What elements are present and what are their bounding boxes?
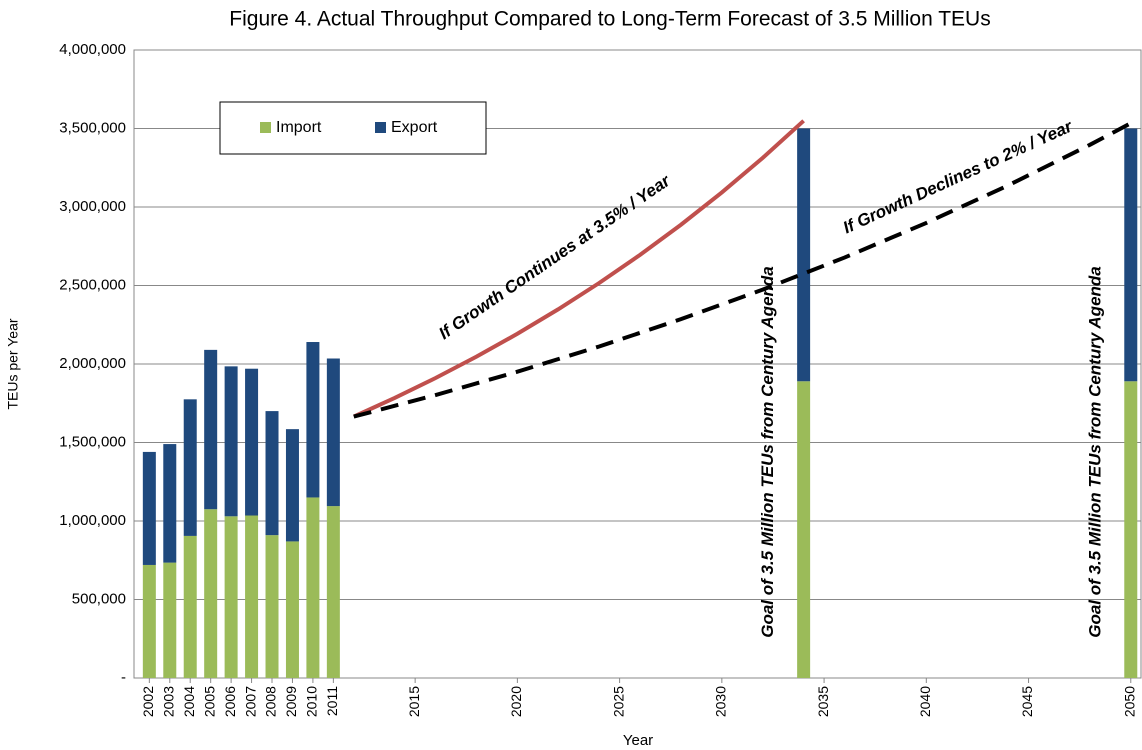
bar-segment xyxy=(142,564,156,678)
x-tick-label: 2008 xyxy=(263,686,279,717)
bar-segment xyxy=(265,411,279,536)
legend-swatch xyxy=(260,122,271,133)
y-tick-label: 3,500,000 xyxy=(59,119,126,136)
x-tick-label: 2010 xyxy=(304,686,320,717)
x-tick-label: 2015 xyxy=(406,686,422,717)
chart-title: Figure 4. Actual Throughput Compared to … xyxy=(229,8,990,31)
trend-label: If Growth Declines to 2% / Year xyxy=(840,116,1076,237)
bar-segment xyxy=(245,368,259,516)
legend-box xyxy=(219,101,487,155)
bar-segment xyxy=(326,506,340,678)
bar-segment xyxy=(1124,128,1138,382)
bar-segment xyxy=(797,381,811,678)
bar-segment xyxy=(204,509,218,678)
y-tick-label: 3,000,000 xyxy=(59,198,126,215)
x-tick-label: 2005 xyxy=(201,686,217,717)
y-tick-label: 1,000,000 xyxy=(59,512,126,529)
y-tick-label: 500,000 xyxy=(72,590,126,607)
y-tick-label: 1,500,000 xyxy=(59,433,126,450)
legend-swatch xyxy=(375,122,386,133)
bar-segment xyxy=(285,541,299,678)
bar-segment xyxy=(204,349,218,510)
trend-line xyxy=(353,121,1132,419)
trend-line xyxy=(352,119,805,419)
bar-segment xyxy=(245,515,259,678)
x-tick-label: 2045 xyxy=(1019,686,1035,717)
goal-annotation: Goal of 3.5 Million TEUs from Century Ag… xyxy=(758,266,777,638)
legend-label: Import xyxy=(276,119,322,136)
bar-segment xyxy=(797,128,811,382)
y-tick-label: - xyxy=(121,669,126,686)
bar-segment xyxy=(163,562,177,678)
bar-segment xyxy=(306,342,320,498)
x-tick-label: 2002 xyxy=(140,686,156,717)
x-tick-label: 2011 xyxy=(324,686,340,716)
bar-segment xyxy=(224,366,238,517)
bar-segment xyxy=(326,358,340,507)
bar-segment xyxy=(285,429,299,542)
x-tick-label: 2020 xyxy=(508,686,524,717)
x-tick-label: 2003 xyxy=(160,686,176,717)
goal-annotation: Goal of 3.5 Million TEUs from Century Ag… xyxy=(1085,266,1104,638)
bar-segment xyxy=(163,444,177,563)
bar-segment xyxy=(224,516,238,678)
x-tick-label: 2040 xyxy=(917,686,933,717)
bar-segment xyxy=(306,497,320,678)
bar-segment xyxy=(1124,381,1138,678)
y-axis-label: TEUs per Year xyxy=(5,318,21,409)
bar-segment xyxy=(142,451,156,565)
bar-segment xyxy=(183,399,197,536)
legend-label: Export xyxy=(391,119,438,136)
x-tick-label: 2004 xyxy=(181,686,197,717)
bar-segment xyxy=(183,535,197,678)
x-tick-label: 2025 xyxy=(610,686,626,717)
x-tick-label: 2035 xyxy=(815,686,831,717)
x-axis-label: Year xyxy=(623,732,653,749)
x-tick-label: 2007 xyxy=(242,686,258,717)
x-tick-label: 2009 xyxy=(283,686,299,717)
y-tick-label: 2,000,000 xyxy=(59,355,126,372)
y-tick-label: 2,500,000 xyxy=(59,276,126,293)
x-tick-label: 2006 xyxy=(222,686,238,717)
bar-segment xyxy=(265,535,279,678)
y-tick-label: 4,000,000 xyxy=(59,41,126,58)
x-tick-label: 2050 xyxy=(1121,686,1137,717)
x-tick-label: 2030 xyxy=(713,686,729,717)
